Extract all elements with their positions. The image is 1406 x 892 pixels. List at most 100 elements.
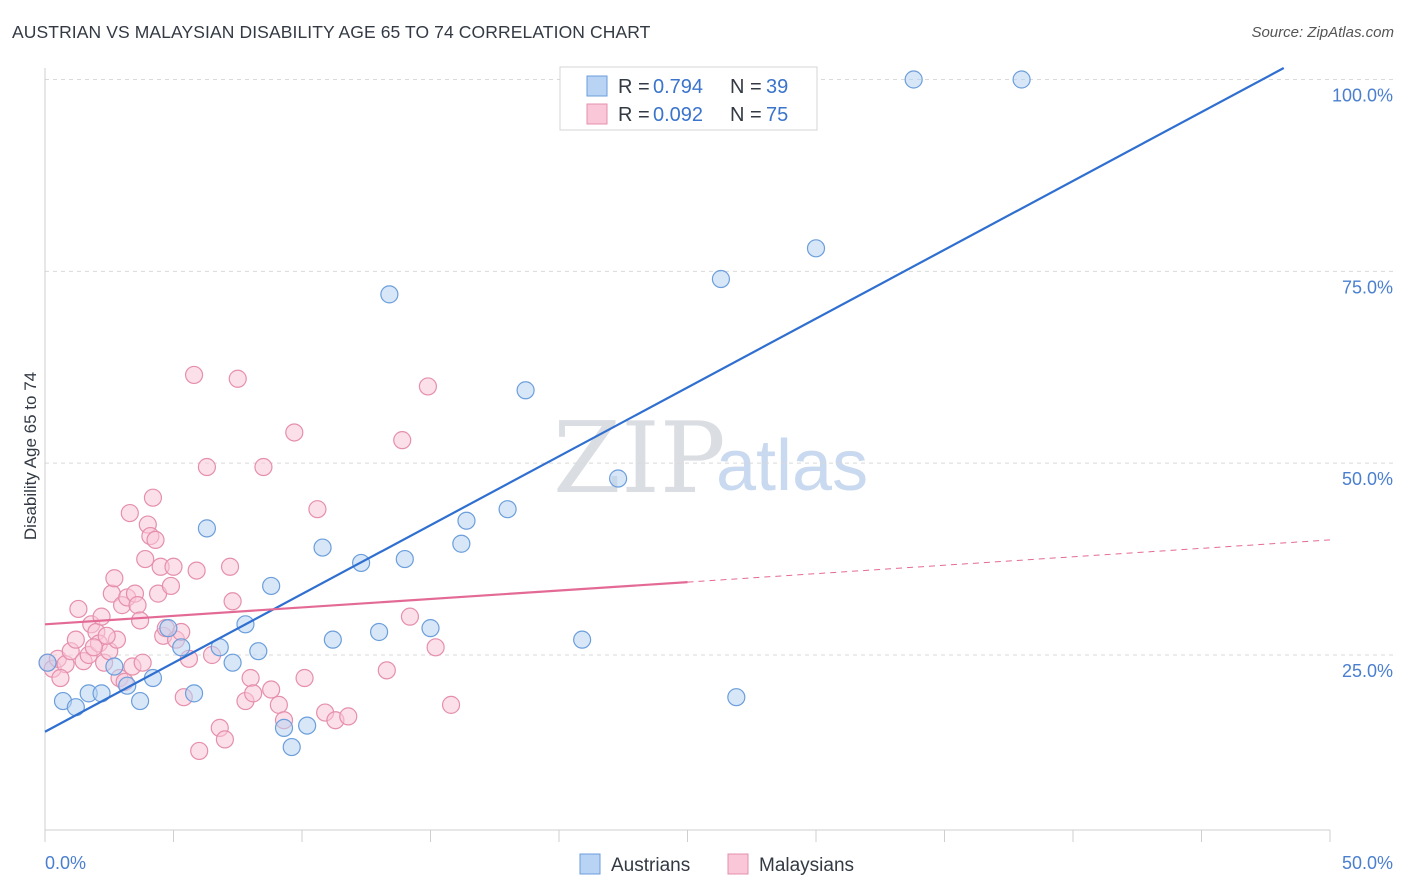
malaysian-point-65 bbox=[400, 607, 420, 626]
austrian-point-20 bbox=[298, 716, 317, 735]
austrian-trend-line bbox=[44, 67, 1285, 733]
malaysian-point-71 bbox=[84, 638, 103, 657]
austrian-point-10 bbox=[172, 638, 191, 657]
legend-swatch-malaysians bbox=[586, 103, 608, 125]
malaysian-point-63 bbox=[377, 661, 396, 680]
malaysian-point-72 bbox=[130, 611, 150, 630]
austrian-point-27 bbox=[421, 619, 440, 638]
malaysian-point-48 bbox=[223, 592, 242, 611]
chart-title: AUSTRIAN VS MALAYSIAN DISABILITY AGE 65 … bbox=[12, 22, 651, 42]
malaysian-point-70 bbox=[97, 626, 116, 645]
malaysian-point-67 bbox=[426, 638, 445, 657]
malaysian-point-21 bbox=[120, 503, 139, 523]
malaysian-point-64 bbox=[393, 431, 412, 450]
austrian-point-0 bbox=[38, 653, 57, 672]
legend-r-label-malaysians: R = bbox=[618, 104, 650, 126]
bottom-legend-malaysians: Malaysians bbox=[759, 855, 854, 876]
austrian-point-24 bbox=[370, 622, 389, 642]
malaysian-point-42 bbox=[187, 561, 206, 580]
malaysian-point-36 bbox=[164, 557, 183, 576]
legend: R = 0.794 N = 39 R = 0.092 N = 75 bbox=[559, 66, 818, 131]
austrian-point-29 bbox=[457, 511, 476, 530]
bottom-legend-swatch-austrians bbox=[579, 853, 601, 875]
austrian-point-5 bbox=[105, 657, 124, 676]
x-axis-ticks: 0.0% 50.0% bbox=[44, 830, 1393, 873]
malaysian-trend-line-extension bbox=[687, 539, 1331, 583]
y-tick-label-0: 25.0% bbox=[1342, 661, 1393, 681]
malaysian-point-53 bbox=[254, 457, 273, 477]
austrian-point-38 bbox=[1012, 70, 1031, 89]
malaysian-point-44 bbox=[197, 457, 217, 477]
malaysian-point-47 bbox=[220, 557, 240, 576]
malaysian-point-58 bbox=[295, 668, 314, 688]
bottom-legend-swatch-malaysians bbox=[727, 853, 749, 875]
austrian-point-36 bbox=[806, 239, 826, 258]
malaysian-point-66 bbox=[418, 377, 438, 396]
trend-lines bbox=[44, 67, 1331, 733]
austrian-point-32 bbox=[573, 630, 592, 649]
austrian-point-33 bbox=[609, 469, 628, 488]
y-axis-label: Disability Age 65 to 74 bbox=[21, 372, 40, 540]
malaysian-point-35 bbox=[161, 576, 181, 596]
legend-r-label-austrians: R = bbox=[618, 76, 650, 98]
watermark-zip: ZIP bbox=[553, 402, 726, 516]
y-tick-label-3: 100.0% bbox=[1332, 86, 1393, 106]
malaysian-point-6 bbox=[69, 599, 88, 619]
austrian-point-37 bbox=[904, 70, 923, 89]
legend-n-value-austrians: 39 bbox=[766, 76, 788, 98]
malaysian-point-57 bbox=[285, 423, 304, 442]
legend-n-label-malaysians: N = bbox=[730, 104, 762, 126]
grid-lines bbox=[45, 79, 1395, 656]
malaysian-point-43 bbox=[190, 741, 209, 761]
austrian-point-34 bbox=[711, 269, 731, 289]
malaysian-point-68 bbox=[441, 695, 461, 714]
austrian-point-22 bbox=[323, 630, 342, 649]
malaysian-point-59 bbox=[308, 500, 327, 519]
malaysian-trend-line bbox=[44, 581, 688, 626]
austrian-point-12 bbox=[197, 519, 217, 538]
legend-n-label-austrians: N = bbox=[730, 76, 762, 98]
austrian-point-18 bbox=[274, 718, 294, 737]
x-tick-label-min: 0.0% bbox=[45, 853, 86, 873]
y-tick-label-1: 50.0% bbox=[1342, 469, 1393, 489]
malaysian-point-5 bbox=[66, 630, 85, 649]
malaysian-point-30 bbox=[146, 530, 165, 550]
malaysian-point-49 bbox=[228, 369, 247, 388]
austrian-point-11 bbox=[184, 684, 204, 703]
austrian-point-7 bbox=[130, 691, 150, 711]
bottom-legend-austrians: Austrians bbox=[611, 855, 690, 876]
austrians-points bbox=[38, 70, 1031, 757]
malaysian-point-46 bbox=[215, 730, 234, 749]
austrian-point-21 bbox=[313, 538, 332, 557]
austrian-point-28 bbox=[452, 534, 471, 553]
malaysian-point-26 bbox=[136, 549, 155, 569]
austrian-point-31 bbox=[516, 381, 535, 400]
austrian-point-9 bbox=[159, 619, 178, 638]
malaysian-point-54 bbox=[262, 680, 281, 699]
austrian-point-14 bbox=[223, 653, 242, 672]
malaysian-point-52 bbox=[244, 684, 263, 703]
austrian-point-30 bbox=[498, 500, 517, 519]
austrian-point-19 bbox=[282, 737, 301, 757]
malaysian-point-29 bbox=[143, 488, 163, 507]
austrian-point-26 bbox=[395, 549, 414, 569]
x-tick-label-max: 50.0% bbox=[1342, 853, 1393, 873]
malaysian-point-41 bbox=[184, 365, 204, 385]
malaysian-point-74 bbox=[51, 668, 70, 688]
legend-r-value-malaysians: 0.092 bbox=[653, 104, 703, 126]
y-tick-label-2: 75.0% bbox=[1342, 277, 1393, 297]
legend-n-value-malaysians: 75 bbox=[766, 104, 788, 126]
malaysian-point-62 bbox=[339, 707, 358, 726]
austrian-point-25 bbox=[380, 285, 399, 304]
malaysian-point-51 bbox=[241, 668, 260, 688]
bottom-legend: Austrians Malaysians bbox=[579, 853, 854, 876]
malaysian-point-24 bbox=[128, 596, 147, 615]
austrian-point-16 bbox=[249, 642, 268, 661]
malaysian-point-25 bbox=[133, 653, 152, 672]
malaysian-point-55 bbox=[269, 695, 288, 714]
legend-swatch-austrians bbox=[586, 75, 608, 97]
legend-r-value-austrians: 0.794 bbox=[653, 76, 703, 98]
austrian-point-35 bbox=[727, 688, 746, 707]
source-label: Source: ZipAtlas.com bbox=[1251, 24, 1394, 41]
y-axis-ticks: 25.0% 50.0% 75.0% 100.0% bbox=[1332, 86, 1393, 682]
